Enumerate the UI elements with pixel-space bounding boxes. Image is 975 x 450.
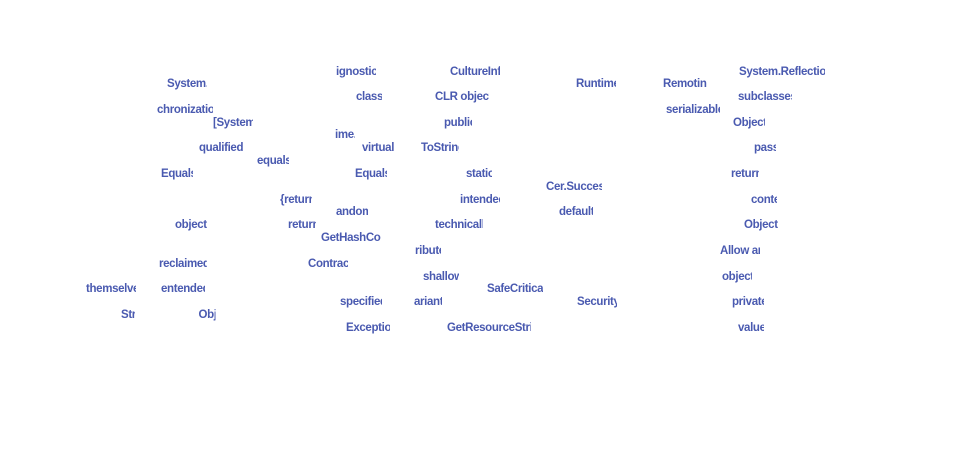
word: SafeCritical] bbox=[487, 283, 543, 295]
word: return bbox=[288, 219, 316, 231]
word: CLR objects bbox=[435, 91, 489, 103]
word: Remoting bbox=[663, 78, 707, 90]
word: Runtime. bbox=[576, 78, 616, 90]
word: ignostics bbox=[336, 66, 376, 78]
word: virtual bbox=[362, 142, 394, 154]
word: technically bbox=[435, 219, 483, 231]
word: ariant bbox=[414, 296, 442, 308]
word: return bbox=[731, 168, 759, 180]
word: qualified bbox=[199, 142, 243, 154]
word: subclasses. bbox=[738, 91, 792, 103]
word: Equals bbox=[355, 168, 387, 180]
word: equals bbox=[257, 155, 289, 167]
word: [System. bbox=[213, 117, 253, 129]
word: Objects bbox=[744, 219, 778, 231]
word: System. bbox=[167, 78, 207, 90]
word: class bbox=[356, 91, 382, 103]
word: default bbox=[559, 206, 593, 218]
word: GetResourceString bbox=[447, 322, 531, 334]
word: Contract bbox=[308, 258, 348, 270]
word: specified bbox=[340, 296, 382, 308]
word: Equals bbox=[161, 168, 193, 180]
word: {return bbox=[280, 194, 312, 206]
word: entended bbox=[161, 283, 205, 295]
word: ribute bbox=[415, 245, 441, 257]
word: CultureInfo bbox=[450, 66, 500, 78]
word: Allow an bbox=[720, 245, 760, 257]
word: themselves bbox=[86, 283, 136, 295]
word: andom bbox=[336, 206, 368, 218]
word: GetHashCode bbox=[321, 232, 381, 244]
word: ToString bbox=[421, 142, 459, 154]
word: Obje bbox=[198, 309, 216, 321]
word: object bbox=[175, 219, 207, 231]
word: public bbox=[444, 117, 472, 129]
word: serializable bbox=[666, 104, 720, 116]
word: contex bbox=[751, 194, 777, 206]
word: chronization bbox=[157, 104, 213, 116]
word: private bbox=[732, 296, 764, 308]
word: ime. bbox=[335, 129, 355, 141]
word: object bbox=[722, 271, 752, 283]
word: static bbox=[466, 168, 492, 180]
word: Cer.Success bbox=[546, 181, 602, 193]
word: pass bbox=[754, 142, 776, 154]
word: Object. bbox=[733, 117, 765, 129]
word: value bbox=[738, 322, 764, 334]
word: shallow bbox=[423, 271, 459, 283]
word: intended bbox=[460, 194, 500, 206]
word: System.Reflection. bbox=[739, 66, 825, 78]
word: reclaimed bbox=[159, 258, 207, 270]
word: Str bbox=[121, 309, 135, 321]
word: Security bbox=[577, 296, 617, 308]
word: Exception bbox=[346, 322, 390, 334]
